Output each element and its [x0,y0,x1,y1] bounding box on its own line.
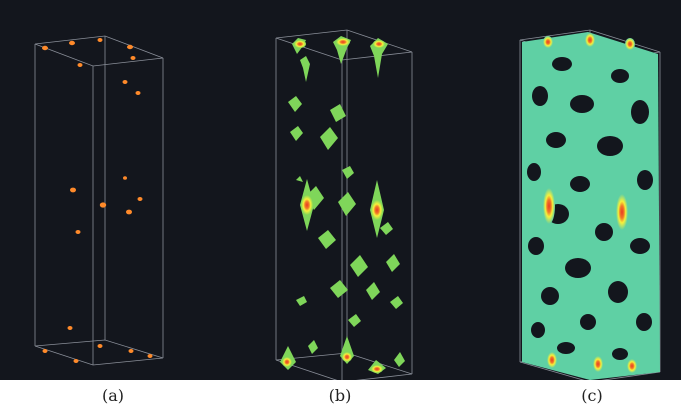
figure-svg [34,29,661,380]
panel-a-points [42,38,153,363]
caption-a: (a) [101,386,125,405]
panel-b [275,29,413,380]
caption-c: (c) [581,386,603,405]
panel-b-box [275,29,413,380]
panel-c [519,29,661,380]
panel-c-hotspots [543,33,637,373]
panel-a-box [34,35,164,366]
panel-c-network [522,32,660,380]
panel-b-hotspots [282,38,385,373]
caption-row: (a) (b) (c) [0,380,681,418]
figure-canvas [0,0,681,380]
caption-b: (b) [328,386,352,405]
panel-a [34,35,164,366]
panel-b-islands [280,36,405,374]
